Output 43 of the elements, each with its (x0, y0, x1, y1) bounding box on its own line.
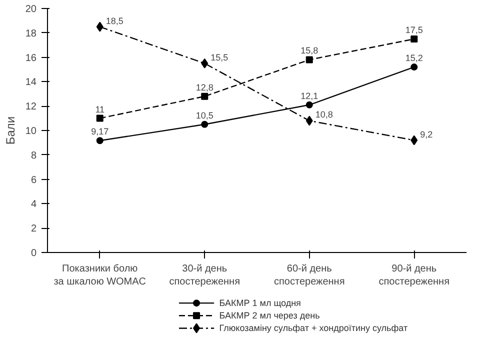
point (96, 114, 104, 122)
point (410, 135, 418, 146)
legend-label: БАКМР 2 мл через день (219, 310, 320, 321)
y-tick-label: 10 (25, 126, 37, 137)
data-label: 11 (95, 104, 105, 114)
data-label: 9,17 (91, 126, 109, 137)
data-label: 9,2 (420, 129, 433, 140)
y-tick-label: 8 (30, 150, 37, 162)
legend-label: БАКМР 1 мл щодня (219, 298, 302, 308)
data-label: 17,5 (405, 25, 423, 35)
data-label: 15,5 (210, 52, 228, 62)
point (306, 56, 313, 64)
point (306, 101, 313, 108)
point (96, 22, 104, 32)
y-tick-label: 16 (25, 52, 37, 64)
y-tick-label: 0 (30, 248, 37, 259)
y-tick-label: 6 (30, 174, 37, 186)
point (410, 36, 418, 42)
y-tick-label: 14 (25, 77, 37, 88)
x-tick-label: 90-й день спостереження (378, 264, 450, 288)
data-label: 18,5 (106, 16, 124, 26)
y-tick-label: 12 (25, 102, 37, 113)
data-label: 10,8 (315, 110, 333, 120)
x-tick-label: 60-й день спостереження (274, 264, 345, 288)
point (201, 58, 208, 68)
data-label: 12,1 (300, 90, 318, 101)
legend-label: Глюкозаміну сульфат + хондроїтину сульфат (219, 323, 408, 334)
y-axis-title: Бали (3, 116, 18, 145)
x-tick-label: 30-й день спостереження (169, 264, 240, 288)
data-label: 15,2 (405, 53, 423, 64)
y-tick-label: 4 (30, 199, 37, 210)
y-tick-label: 2 (30, 224, 37, 235)
point (306, 116, 313, 126)
point (201, 92, 208, 100)
data-label: 15,8 (300, 46, 318, 56)
data-label: 12,8 (196, 82, 214, 92)
point (96, 137, 104, 144)
data-label: 10,5 (196, 110, 214, 120)
point (201, 120, 208, 128)
y-tick-label: 20 (25, 4, 37, 15)
y-tick-label: 18 (25, 28, 37, 40)
point (410, 64, 418, 71)
x-tick-label: Показники болю за шкалою WOMAC (54, 264, 146, 288)
